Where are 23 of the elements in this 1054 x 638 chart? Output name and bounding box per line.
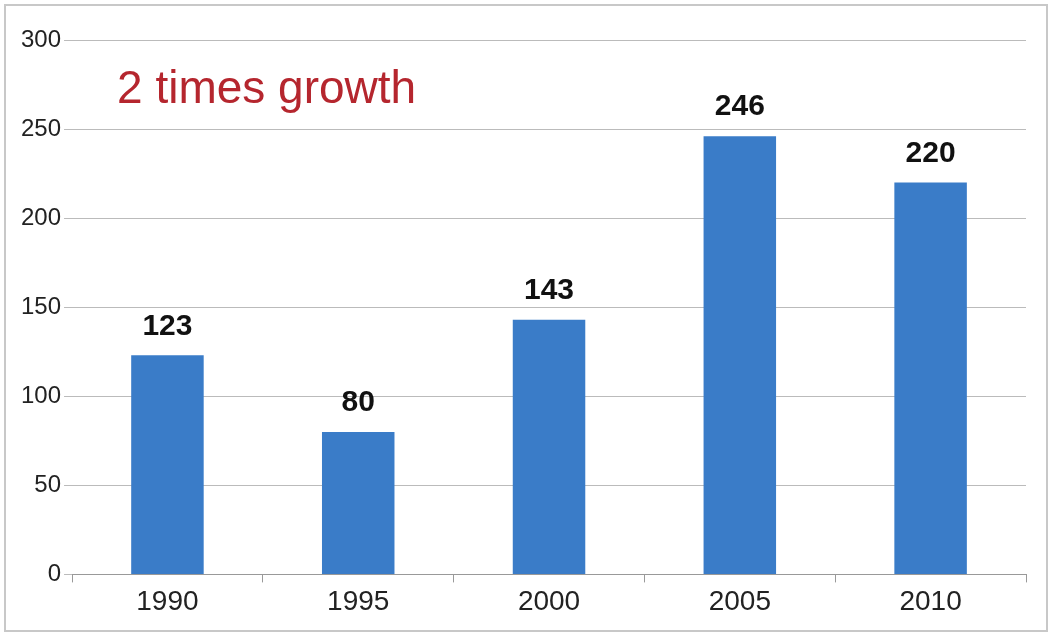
annotation: 2 times growth (117, 60, 417, 113)
x-tick-label: 1995 (327, 584, 390, 616)
x-tick-label: 2005 (708, 584, 771, 616)
data-label: 220 (905, 134, 956, 168)
bar (321, 431, 395, 574)
data-label: 143 (523, 271, 575, 305)
y-tick-label: 100 (21, 380, 62, 408)
x-tick-label: 2010 (899, 584, 962, 616)
y-tick-label: 300 (21, 24, 62, 52)
bar (703, 136, 777, 574)
y-tick-label: 50 (34, 469, 62, 497)
data-label: 123 (142, 307, 193, 341)
bar (512, 319, 586, 574)
x-tick-label: 1990 (136, 584, 199, 616)
data-label: 80 (341, 384, 375, 418)
bar (894, 182, 967, 574)
y-tick-label: 0 (47, 559, 62, 587)
y-tick-label: 250 (21, 113, 62, 141)
y-tick-label: 200 (21, 202, 62, 230)
y-tick-label: 150 (21, 291, 62, 319)
data-label: 246 (714, 88, 765, 122)
bar (131, 355, 204, 574)
x-tick-label: 2000 (517, 584, 581, 616)
